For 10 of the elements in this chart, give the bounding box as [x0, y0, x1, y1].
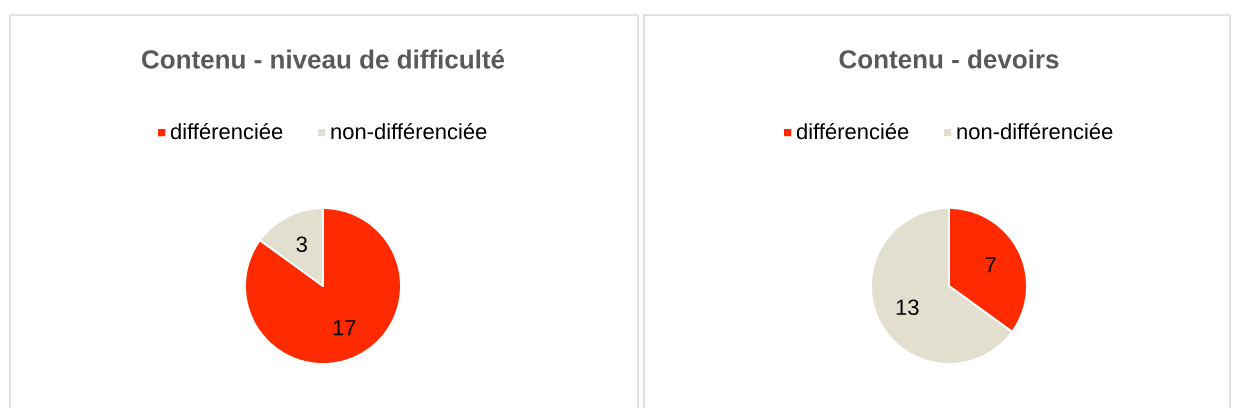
chart-title: Contenu - niveau de difficulté	[142, 49, 505, 69]
data-label: 13	[896, 299, 919, 316]
data-label: 17	[333, 320, 356, 336]
data-label: 3	[296, 236, 307, 253]
chart-title: Contenu - devoirs	[839, 49, 1059, 69]
legend-label: différenciée	[796, 122, 909, 140]
legend-label: non-différenciée	[331, 122, 487, 140]
data-label: 7	[985, 257, 996, 273]
legend-label: non-différenciée	[957, 122, 1113, 140]
legend-label: différenciée	[170, 122, 283, 140]
